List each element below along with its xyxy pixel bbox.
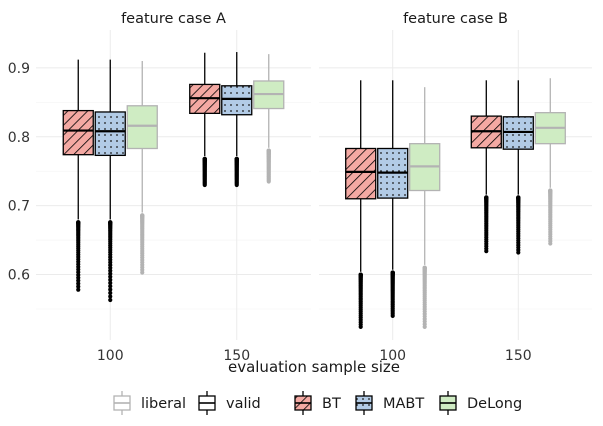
x-axis-label: evaluation sample size [228,358,400,376]
legend-label: BT [322,396,341,412]
outlier-point [234,182,239,188]
legend-label: MABT [383,396,424,412]
facet-title: feature case A [121,11,226,27]
outlier-point [202,182,207,188]
legend-key-mabt [355,391,373,415]
y-tick-label: 0.8 [8,130,30,146]
facet-panel: feature case A [36,11,311,340]
outlier-point [548,241,553,246]
outlier-point [422,324,427,330]
boxplot-delong [126,61,158,275]
outlier-point [108,284,113,289]
box-body [345,147,377,200]
outlier-point [108,294,113,299]
outlier-point [76,287,81,292]
boxplot-delong [409,87,441,330]
boxplot-delong [253,54,285,184]
boxplot-mabt [221,52,253,188]
y-tick-label: 0.7 [8,199,30,215]
legend-label: liberal [141,396,186,412]
y-tick-label: 0.6 [8,268,30,284]
boxplot-mabt [377,80,409,318]
boxplot-bt [62,59,94,292]
outlier-point [108,274,113,279]
box-body [94,111,126,157]
outlier-point [390,313,395,318]
outlier-point [76,278,81,283]
outlier-point [108,268,113,273]
outlier-point [108,280,113,286]
outlier-point [76,275,81,280]
outlier-point [76,284,81,289]
outlier-point [108,271,113,276]
outlier-point [484,249,489,254]
x-tick-label: 150 [223,348,250,364]
outlier-point [108,290,113,296]
box-body [221,85,253,116]
boxplot-mabt [94,59,126,303]
legend-key-liberal [113,391,131,415]
box-body [126,105,158,150]
legend-label: DeLong [467,396,522,412]
outlier-point [108,297,113,303]
legend-key-delong [439,391,457,415]
outlier-point [266,179,271,184]
facet-panel: feature case B [319,11,592,340]
outlier-point [358,324,363,330]
x-tick-label: 100 [379,348,406,364]
x-tick-label: 150 [505,348,532,364]
legend-key-bt [294,391,312,415]
y-tick-label: 0.9 [8,61,30,77]
boxplot-bt [470,80,502,254]
facet-title: feature case B [403,11,508,27]
outlier-point [516,250,521,255]
outlier-point [108,287,113,292]
x-tick-label: 100 [97,348,124,364]
boxplot-mabt [502,80,534,255]
outlier-point [76,281,81,286]
boxplot-bt [345,80,377,330]
outlier-point [108,277,113,282]
box-body [62,109,94,156]
boxplot-delong [534,78,566,246]
legend-label: valid [226,396,261,412]
outlier-point [140,270,145,275]
outlier-point [108,265,113,270]
boxplot-bt [189,52,221,188]
legend-key-valid [198,391,216,415]
